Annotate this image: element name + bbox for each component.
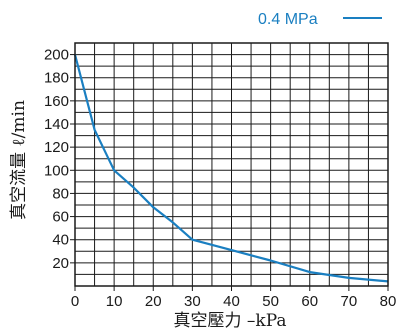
x-tick-label: 0: [71, 293, 79, 310]
x-tick-label: 60: [301, 293, 318, 310]
y-tick-label: 200: [44, 47, 69, 64]
x-tick-label: 40: [223, 293, 240, 310]
y-tick-label: 180: [44, 70, 69, 87]
x-tick-label: 30: [184, 293, 201, 310]
y-tick-label: 140: [44, 116, 69, 133]
y-tick-label: 60: [52, 209, 69, 226]
x-tick-label: 70: [341, 293, 358, 310]
tick-labels: 0 10 20 30 40 50 60 70 80 20 40 60 80 100 120 140 160 180…: [44, 47, 396, 310]
x-tick-label: 10: [106, 293, 123, 310]
y-tick-label: 120: [44, 139, 69, 156]
y-axis-title: 真空流量 ℓ/min: [9, 100, 29, 220]
x-tick-label: 80: [380, 293, 397, 310]
y-tick-label: 80: [52, 185, 69, 202]
y-tick-label: 20: [52, 255, 69, 272]
y-tick-label: 40: [52, 232, 69, 249]
legend: 0.4 MPa: [258, 11, 382, 28]
axes: [70, 42, 389, 291]
series-line: [73, 54, 389, 283]
x-tick-label: 50: [262, 293, 279, 310]
legend-label: 0.4 MPa: [258, 11, 318, 28]
x-axis-title: 真空壓力 –kPa: [173, 311, 286, 331]
x-tick-label: 20: [145, 293, 162, 310]
y-tick-label: 100: [44, 162, 69, 179]
y-tick-label: 160: [44, 93, 69, 110]
series-layer: [73, 54, 389, 283]
